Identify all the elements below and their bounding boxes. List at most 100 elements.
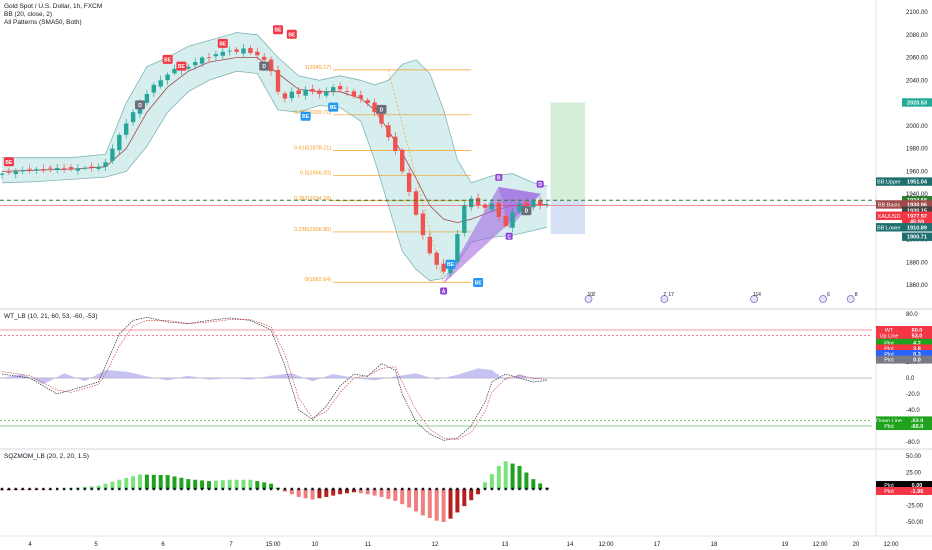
price-label-value xyxy=(902,98,932,107)
candle xyxy=(524,202,529,206)
candle xyxy=(20,170,25,172)
candle xyxy=(186,66,191,69)
pattern-badge xyxy=(286,29,297,39)
price-axis-tick: 2100.00 xyxy=(906,10,928,16)
fib-level-label: 0.5(1956.20) xyxy=(300,171,331,177)
squeeze-dot xyxy=(511,487,514,491)
squeeze-dot xyxy=(138,487,142,491)
momentum-bar xyxy=(255,481,260,489)
candle xyxy=(193,62,198,66)
candle xyxy=(379,111,384,124)
pattern-badge xyxy=(473,277,484,287)
price-label-value-text: 45:59 xyxy=(910,220,924,226)
squeeze-dot xyxy=(304,487,307,491)
squeeze-dot xyxy=(0,487,4,491)
squeeze-dot xyxy=(290,487,293,491)
wt-readout-tag xyxy=(876,344,902,353)
squeeze-dot xyxy=(69,487,73,491)
pattern-badge-label: BE xyxy=(330,105,338,111)
momentum-bar xyxy=(427,489,432,519)
pattern-badge-label: BE xyxy=(275,28,283,34)
pattern-badge xyxy=(376,104,387,114)
squeeze-dot xyxy=(14,487,17,491)
price-label-value-text: 1910.89 xyxy=(907,225,927,231)
candle xyxy=(282,93,288,99)
squeeze-dot xyxy=(56,487,59,491)
price-label-tag-text: BB:Upper xyxy=(877,180,901,186)
candle xyxy=(199,57,205,64)
price-label-value-text: 1927.92 xyxy=(907,214,927,220)
time-axis-label: 14 xyxy=(567,542,574,548)
candle xyxy=(158,80,163,87)
candle xyxy=(427,236,432,254)
candle xyxy=(544,204,550,206)
candle xyxy=(213,54,219,57)
momentum-bar xyxy=(241,479,246,489)
sqz-readout-tag-text: Plot xyxy=(884,483,894,489)
price-label-value xyxy=(902,196,932,205)
price-axis-tick: 1980.00 xyxy=(906,147,928,153)
price-axis-tick: 1960.00 xyxy=(906,169,928,175)
squeeze-dot xyxy=(214,487,218,491)
pattern-badge-label: BE xyxy=(178,64,186,70)
squeeze-dot xyxy=(449,487,452,491)
squeeze-dot xyxy=(221,487,224,491)
time-axis-label: 5 xyxy=(94,542,98,548)
wt-readout-value xyxy=(902,338,932,347)
momentum-bar xyxy=(351,489,356,493)
candle xyxy=(351,91,357,97)
squeeze-dot xyxy=(83,487,86,491)
pattern-badge xyxy=(135,100,145,110)
candle xyxy=(55,167,60,171)
wt-readout-value xyxy=(902,355,932,364)
momentum-bar xyxy=(262,482,267,489)
price-label-tag xyxy=(876,223,902,232)
price-label-value-text: 2020.53 xyxy=(907,100,927,106)
harmonic-point-badge xyxy=(505,232,513,240)
momentum-bar xyxy=(469,489,474,501)
momentum-bar xyxy=(96,485,101,489)
momentum-bar xyxy=(386,489,391,499)
pattern-badge-label: D xyxy=(262,64,266,70)
pattern-badge xyxy=(176,61,187,71)
candle xyxy=(130,112,136,123)
wt-readout-value-text: -60.0 xyxy=(911,424,924,430)
pattern-badge-label: D xyxy=(525,209,529,215)
momentum-bar xyxy=(131,476,136,489)
wt-legend: WT_LB (10, 21, 60, 53, -60, -53) xyxy=(4,313,98,320)
squeeze-dot xyxy=(62,487,66,491)
squeeze-dot xyxy=(470,487,473,491)
main-legend: Gold Spot / U.S. Dollar, 1h, FXCM BB (20… xyxy=(4,3,102,27)
pattern-badge-label: BE xyxy=(288,32,296,38)
price-label-value-text: 1900.71 xyxy=(907,235,927,241)
momentum-bar xyxy=(338,489,343,495)
squeeze-dot xyxy=(125,487,128,491)
candle xyxy=(289,91,294,99)
squeeze-dot xyxy=(180,487,183,491)
wt-readout-value-text: 0.0 xyxy=(913,358,921,364)
squeeze-dot xyxy=(483,487,487,491)
momentum-bar xyxy=(372,489,377,496)
candle xyxy=(34,169,39,171)
squeeze-dot xyxy=(200,487,204,491)
wt-readout-value xyxy=(902,344,932,353)
news-extra: 8 xyxy=(855,292,858,298)
economic-event-flag-icon xyxy=(750,295,758,303)
wt-readout-tag xyxy=(876,350,902,358)
squeeze-dot xyxy=(332,487,335,491)
candle xyxy=(0,173,5,175)
harmonic-point-label: A xyxy=(442,289,446,295)
candle xyxy=(206,57,212,59)
pattern-badge-label: D xyxy=(138,103,142,109)
squeeze-dot xyxy=(173,487,176,491)
wt-axis-tick: 0.0 xyxy=(906,376,915,382)
fib-level-label: 0.382(1934.18) xyxy=(294,196,331,202)
momentum-bar xyxy=(165,475,170,489)
economic-event-flag-icon xyxy=(660,295,669,303)
candle xyxy=(482,204,488,208)
momentum-bar xyxy=(207,481,211,489)
candle xyxy=(358,95,363,99)
candle xyxy=(400,149,405,172)
momentum-bar xyxy=(434,489,439,521)
